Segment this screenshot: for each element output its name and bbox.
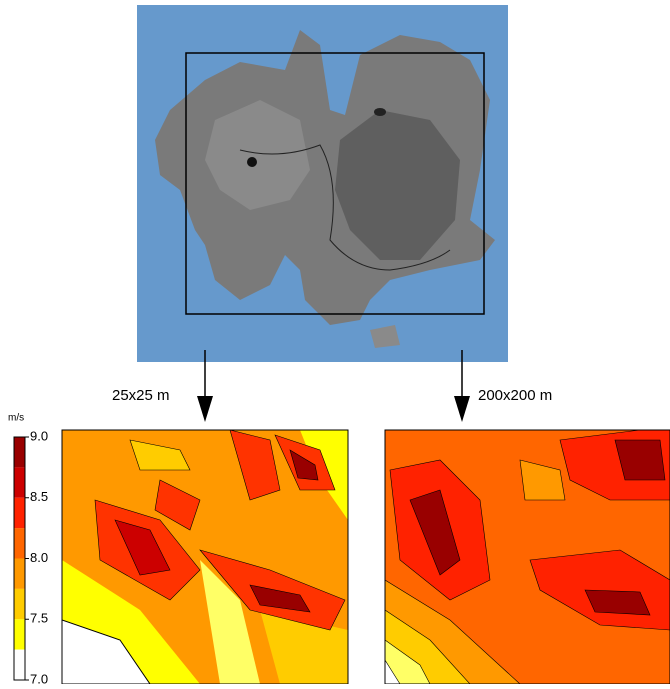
wind-map-200m bbox=[385, 430, 670, 684]
colorbar-tick-label: 7.0 bbox=[30, 671, 48, 684]
colorbar-tick-label: 7.5 bbox=[30, 611, 48, 626]
wind-map-25m bbox=[62, 430, 348, 684]
panel-label: 200x200 m bbox=[478, 387, 552, 404]
colorbar-tick-label: 8.0 bbox=[30, 550, 48, 565]
panel-label: 25x25 m bbox=[112, 387, 170, 404]
figure: 25x25 m 200x200 m bbox=[0, 0, 670, 684]
colorbar-tick-label: 8.5 bbox=[30, 489, 48, 504]
colorbar-unit: m/s bbox=[8, 413, 24, 424]
colorbar-tick-label: 9.0 bbox=[30, 428, 48, 443]
satellite-image bbox=[137, 5, 508, 362]
colorbar bbox=[14, 437, 25, 680]
